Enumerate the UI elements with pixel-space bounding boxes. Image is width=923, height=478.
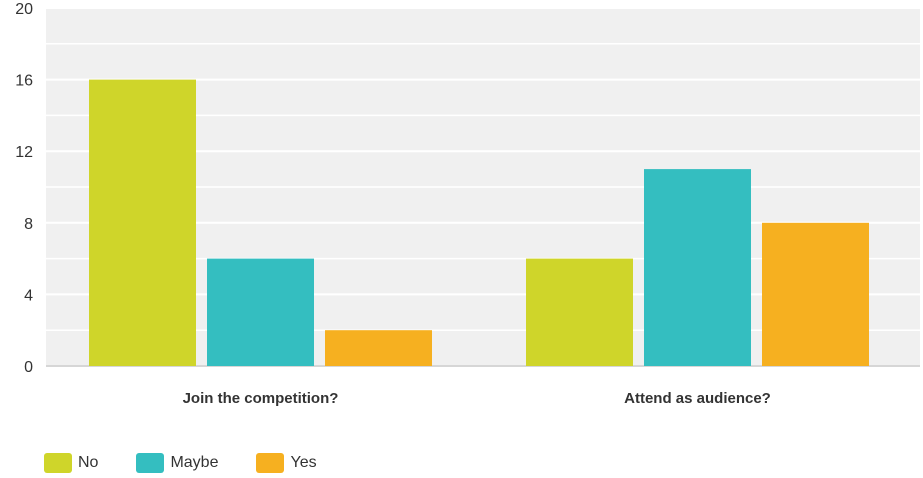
bar-yes-2 xyxy=(762,222,869,366)
bar-maybe-1 xyxy=(207,258,314,366)
legend-swatch xyxy=(136,453,165,473)
x-axis-categories: Join the competition? Attend as audience? xyxy=(183,390,771,407)
bar-maybe-2 xyxy=(644,169,751,366)
x-category-label: Attend as audience? xyxy=(624,390,771,407)
legend-label: Maybe xyxy=(170,454,219,471)
y-tick-label: 12 xyxy=(15,144,33,161)
legend-item-yes: Yes xyxy=(256,453,317,473)
x-category-label: Join the competition? xyxy=(183,390,339,407)
y-tick-label: 4 xyxy=(24,287,33,304)
y-tick-label: 20 xyxy=(15,1,33,18)
legend-item-maybe: Maybe xyxy=(136,453,218,473)
legend-label: No xyxy=(78,454,99,471)
legend-label: Yes xyxy=(290,454,317,471)
y-tick-label: 16 xyxy=(15,73,33,90)
legend-swatch xyxy=(44,453,72,473)
y-tick-label: 0 xyxy=(24,359,33,376)
y-axis-ticks: 0 4 8 12 16 20 xyxy=(15,1,33,376)
bar-no-2 xyxy=(526,258,633,366)
bar-chart: 0 4 8 12 16 20 Join the competition? Attend as… xyxy=(15,1,920,407)
legend-swatch xyxy=(256,453,285,473)
bar-yes-1 xyxy=(325,330,432,366)
bar-no-1 xyxy=(89,79,196,366)
y-tick-label: 8 xyxy=(24,216,33,233)
bars xyxy=(89,79,869,366)
legend-item-no: No xyxy=(44,453,98,473)
legend: No Maybe Yes xyxy=(44,452,355,474)
